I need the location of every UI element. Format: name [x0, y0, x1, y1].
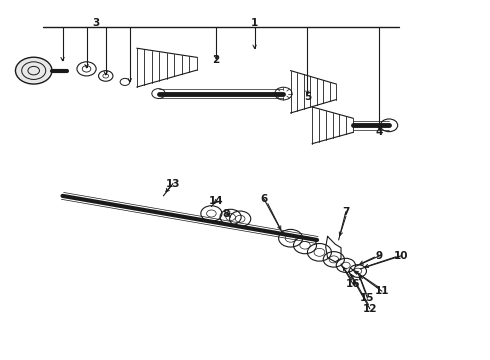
Text: 5: 5: [304, 92, 311, 102]
Text: 8: 8: [222, 208, 229, 219]
Text: 11: 11: [375, 286, 389, 296]
Text: 14: 14: [209, 196, 223, 206]
Text: 15: 15: [360, 293, 375, 303]
Text: 7: 7: [342, 207, 349, 217]
Text: 10: 10: [394, 251, 408, 261]
Text: 12: 12: [363, 304, 377, 314]
Text: 16: 16: [346, 279, 360, 289]
Text: 2: 2: [213, 55, 220, 65]
Circle shape: [16, 57, 52, 84]
Text: 3: 3: [93, 18, 100, 28]
Text: 13: 13: [166, 179, 180, 189]
Text: 6: 6: [261, 194, 268, 204]
Text: 1: 1: [251, 18, 258, 28]
Text: 9: 9: [376, 251, 383, 261]
Text: 4: 4: [376, 127, 383, 138]
